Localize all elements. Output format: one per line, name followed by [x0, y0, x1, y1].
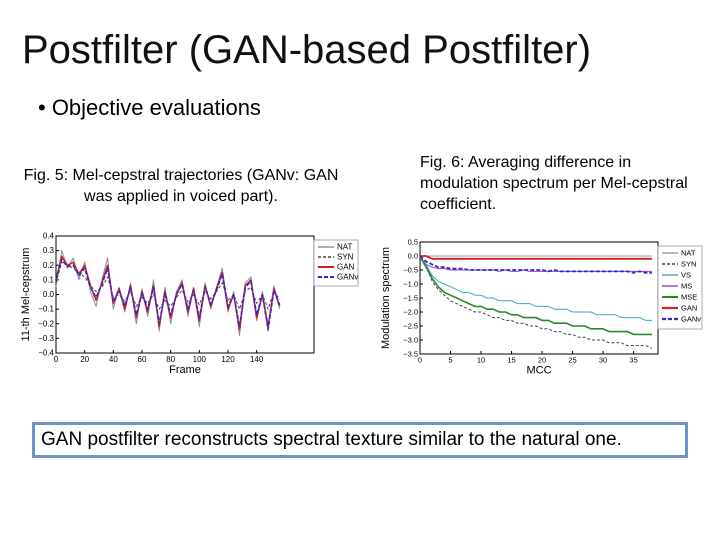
fig2-legend-label-vs: VS: [681, 271, 691, 280]
fig2-legend-label-nat: NAT: [681, 249, 696, 258]
fig1-y-tick-label: −0.2: [38, 319, 54, 328]
fig2-y-tick-label: −1.5: [403, 294, 418, 303]
figure6-modulation-spectrum-chart: 0.5 0.0 −0.5 −1.0 −1.5 −2.0 −2.5 −3.0 −3.50 5 10 15…: [380, 238, 703, 377]
fig2-y-tick-label: −1.0: [403, 280, 418, 289]
fig1-y-axis-label: 11-th Mel-cepstrum: [20, 248, 32, 342]
fig1-legend-label-gan: GAN: [337, 263, 355, 272]
fig1-legend-label-syn: SYN: [337, 253, 354, 262]
fig1-y-tick-label: −0.4: [38, 349, 54, 358]
fig2-legend-label-mse: MSE: [681, 293, 697, 302]
fig1-x-tick-label: 60: [138, 355, 147, 364]
fig2-series-line-vs: [419, 255, 652, 321]
fig2-x-tick-label: 0: [418, 356, 422, 365]
fig1-x-tick-label: 40: [109, 355, 118, 364]
figure5-mel-cepstral-trajectories-chart: 0.4 0.3 0.2 0.1 0.0 −0.1 −0.2 −0.3 −0.40 20 40 60 80…: [20, 232, 359, 376]
fig1-x-tick-label: 120: [221, 355, 235, 364]
fig1-y-tick-label: −0.1: [38, 305, 54, 314]
fig1-series-line-ganv: [55, 258, 281, 331]
fig1-legend-label-ganv: GANv: [337, 273, 358, 282]
fig1-x-tick-label: 20: [80, 355, 89, 364]
fig2-legend-label-ganv: GANv: [681, 315, 701, 324]
fig2-legend-label-syn: SYN: [681, 260, 696, 269]
fig2-y-tick-label: 0.5: [408, 238, 418, 247]
fig1-x-axis-label: Frame: [169, 364, 201, 376]
figure6-caption: Fig. 6: Averaging difference in modulati…: [420, 154, 688, 213]
fig2-y-tick-label: −0.5: [403, 266, 418, 275]
slide-title: Postfilter (GAN-based Postfilter): [22, 28, 592, 72]
fig2-y-tick-label: −2.0: [403, 308, 418, 317]
fig2-x-tick-label: 5: [448, 356, 452, 365]
fig2-series-line-mse: [419, 255, 652, 336]
fig2-y-tick-label: 0.0: [408, 252, 418, 261]
fig1-legend-label-nat: NAT: [337, 243, 353, 252]
figure5-caption: Fig. 5: Mel-cepstral trajectories (GANv:…: [23, 167, 339, 205]
fig2-series-line-ms: [419, 258, 652, 272]
fig1-y-tick-label: −0.3: [38, 334, 54, 343]
fig1-y-tick-label: 0.2: [43, 261, 55, 270]
fig2-plot-area: [419, 241, 659, 355]
fig1-y-tick-label: 0.0: [43, 290, 55, 299]
fig2-series-line-gan: [420, 255, 652, 260]
fig2-x-tick-label: 25: [568, 356, 576, 365]
fig2-x-tick-label: 30: [599, 356, 607, 365]
fig2-y-tick-label: −3.5: [403, 350, 418, 359]
fig1-y-tick-label: 0.3: [43, 246, 55, 255]
bullet-objective-evaluations: • Objective evaluations: [38, 95, 261, 120]
fig2-x-axis-label: MCC: [526, 365, 551, 377]
fig1-y-tick-label: 0.4: [43, 232, 55, 241]
fig2-y-tick-label: −2.5: [403, 322, 418, 331]
fig2-series-line-syn: [419, 255, 653, 349]
fig2-series-line-ganv: [419, 255, 652, 274]
fig1-y-tick-label: 0.1: [43, 275, 55, 284]
fig2-legend-label-gan: GAN: [681, 304, 697, 313]
fig2-x-tick-label: 35: [629, 356, 637, 365]
fig1-x-tick-label: 100: [193, 355, 207, 364]
fig1-x-tick-label: 140: [250, 355, 264, 364]
fig2-x-tick-label: 15: [507, 356, 515, 365]
fig1-x-tick-label: 0: [54, 355, 59, 364]
fig1-x-tick-label: 80: [166, 355, 175, 364]
conclusion-callout: GAN postfilter reconstructs spectral tex…: [32, 422, 688, 458]
fig2-legend-label-ms: MS: [681, 282, 692, 291]
fig2-legend-box: [657, 245, 703, 330]
fig2-x-tick-label: 10: [477, 356, 485, 365]
fig2-y-axis-label: Modulation spectrum: [380, 247, 392, 349]
fig2-y-tick-label: −3.0: [403, 336, 418, 345]
fig2-x-tick-label: 20: [538, 356, 546, 365]
